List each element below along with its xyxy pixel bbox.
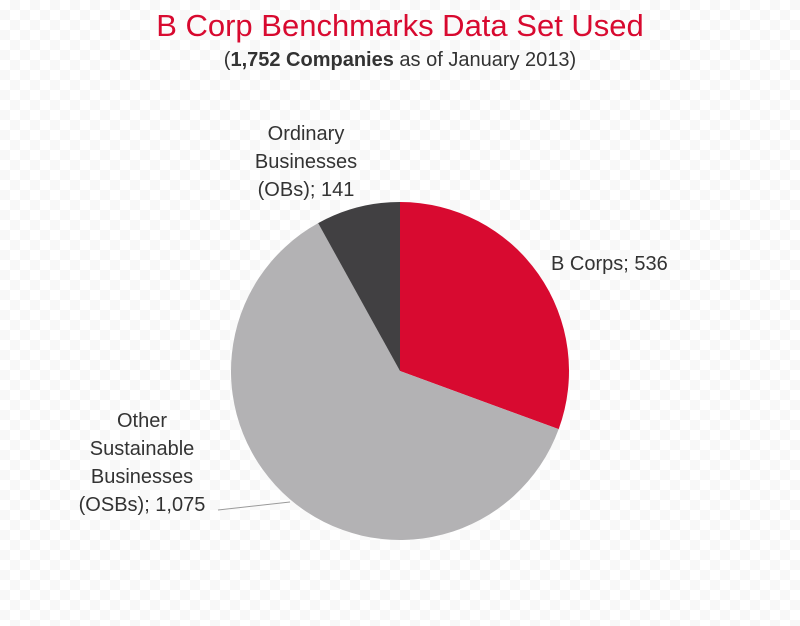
slice-label-bcorps: B Corps; 536 (551, 253, 668, 275)
leader-line-osbs (217, 501, 291, 511)
subtitle-company-count: 1,752 Companies (230, 49, 394, 71)
pie-slice-osbs (230, 223, 559, 541)
chart-title: B Corp Benchmarks Data Set Used (156, 8, 644, 43)
subtitle-open-paren: ( (223, 49, 231, 71)
slice-label-obs: Ordinary Businesses (OBs); 141 (255, 123, 357, 201)
pie-slice-obs (318, 202, 400, 371)
slice-label-osbs: Other Sustainable Businesses (OSBs); 1,075 (79, 410, 206, 516)
pie-slice-bcorps (400, 202, 570, 430)
chart-subtitle: (1,752 Companies as of January 2013) (0, 49, 800, 72)
subtitle-date: as of January 2013) (393, 49, 577, 71)
